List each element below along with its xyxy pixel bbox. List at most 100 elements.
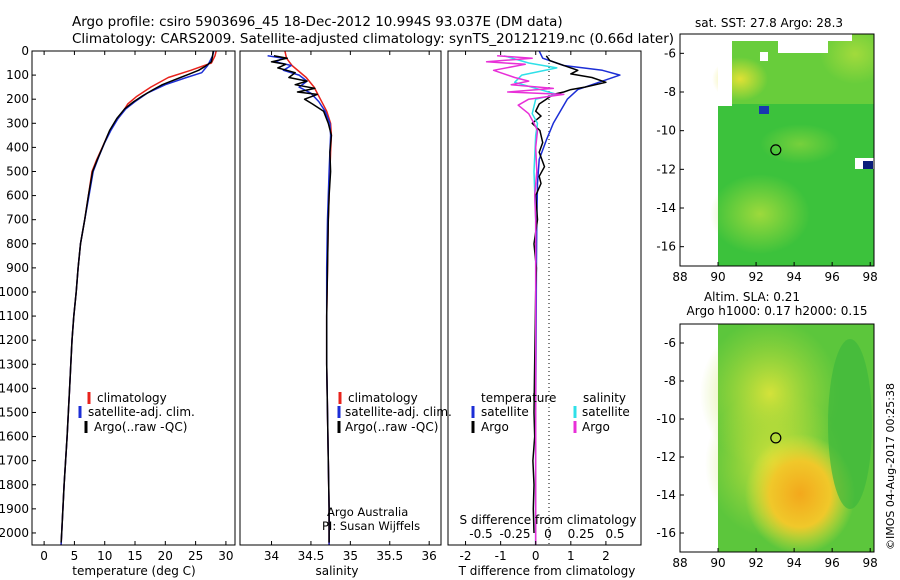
y-tick-label: 1200 (0, 333, 29, 347)
difference-xlabel: T difference from climatology (458, 564, 636, 578)
legend-argo-label: Argo(..raw -QC) (345, 420, 438, 434)
salinity-xlabel: salinity (315, 564, 358, 578)
s-tick-label: -0.25 (499, 527, 530, 541)
legend-salinity-title: salinity (583, 391, 626, 405)
x-tick-label: 0 (40, 549, 48, 563)
series-satellite (60, 51, 215, 545)
x-tick-label: 2 (602, 549, 610, 563)
sst-cold-pixel (863, 161, 873, 169)
x-tick-label: 5 (71, 549, 79, 563)
sst-patch (710, 174, 810, 254)
s-tick-label: 0 (544, 527, 552, 541)
salinity-plot-area (267, 51, 333, 545)
series-s-argo (485, 55, 565, 545)
x-tick-label: 0 (532, 549, 540, 563)
sst-map-frame (679, 33, 875, 267)
x-tick-label: 34.5 (298, 549, 325, 563)
sla-high-patch (745, 434, 855, 552)
s-tick-label: -0.5 (469, 527, 492, 541)
y-tick-label: -14 (656, 488, 676, 502)
y-tick-label: -6 (664, 336, 676, 350)
sst-map-area (710, 34, 874, 266)
legend-s-satellite-label: satellite (582, 405, 630, 419)
x-tick-label: 92 (748, 270, 763, 284)
y-tick-label: 500 (6, 164, 29, 178)
difference-top-ticks: -0.5 -0.25 0 0.25 0.5 (469, 527, 624, 541)
salinity-frame (239, 50, 442, 546)
header-line2: Climatology: CARS2009. Satellite-adjuste… (72, 31, 674, 47)
y-tick-label: 1400 (0, 381, 29, 395)
x-tick-label: 90 (710, 556, 725, 570)
temperature-panel: 0100200300400500600700800900100011001200… (0, 44, 236, 578)
sst-map-xticks: 88 90 92 94 96 98 (672, 262, 878, 284)
sla-map-area (700, 324, 874, 552)
y-tick-label: 200 (6, 92, 29, 106)
x-tick-label: 96 (825, 270, 840, 284)
x-tick-label: -1 (495, 549, 507, 563)
y-tick-label: 300 (6, 116, 29, 130)
y-tick-label: -12 (656, 162, 676, 176)
y-tick-label: 0 (21, 44, 29, 58)
x-tick-label: 90 (710, 270, 725, 284)
x-tick-label: 34 (264, 549, 279, 563)
difference-frame (447, 50, 642, 546)
x-tick-label: 98 (863, 270, 878, 284)
legend-climatology-label: climatology (97, 391, 167, 405)
sla-map-title2: Argo h1000: 0.17 h2000: 0.15 (687, 304, 868, 318)
y-tick-label: 600 (6, 189, 29, 203)
series-climatology (60, 51, 217, 545)
institution-label: Argo Australia (327, 505, 408, 519)
x-tick-label: -2 (460, 549, 472, 563)
sst-patch (820, 34, 874, 84)
temperature-xticks: 0 5 10 15 20 25 30 (40, 51, 234, 563)
y-tick-label: 1600 (0, 430, 29, 444)
x-tick-label: 35.5 (376, 549, 403, 563)
salinity-xticks: 34 34.5 35 35.5 36 (264, 51, 437, 563)
x-tick-label: 94 (786, 556, 801, 570)
x-tick-label: 88 (672, 556, 687, 570)
y-tick-label: 1300 (0, 357, 29, 371)
y-tick-label: -6 (664, 46, 676, 60)
y-tick-label: -10 (656, 412, 676, 426)
series-t-argo (531, 55, 607, 534)
y-tick-label: 400 (6, 140, 29, 154)
x-tick-label: 94 (786, 270, 801, 284)
x-tick-label: 1 (567, 549, 575, 563)
y-tick-label: 900 (6, 261, 29, 275)
legend-s-argo-label: Argo (582, 420, 610, 434)
sst-patch (760, 124, 840, 164)
series-argo (60, 51, 214, 543)
sst-missing (778, 41, 828, 53)
y-tick-label: -8 (664, 85, 676, 99)
series-argo (270, 55, 333, 543)
sla-map-xticks: 88 90 92 94 96 98 (672, 548, 878, 570)
temperature-frame (31, 50, 236, 546)
sla-map-panel: Altim. SLA: 0.21 Argo h1000: 0.17 h2000:… (656, 290, 877, 570)
y-tick-label: 1800 (0, 478, 29, 492)
difference-panel: -2 -1 0 1 2 -0.5 -0.25 0 0.25 0.5 S differen… (447, 50, 642, 578)
legend-t-satellite-label: satellite (481, 405, 529, 419)
y-tick-label: 1000 (0, 285, 29, 299)
x-tick-label: 25 (188, 549, 203, 563)
difference-legend: temperature salinity satellite Argo sate… (471, 391, 630, 434)
series-t-satellite (534, 51, 621, 545)
x-tick-label: 35 (343, 549, 358, 563)
sst-missing (760, 52, 768, 61)
y-tick-label: 700 (6, 213, 29, 227)
y-tick-label: -16 (656, 240, 676, 254)
sst-map-title: sat. SST: 27.8 Argo: 28.3 (695, 16, 843, 30)
s-tick-label: 0.25 (568, 527, 595, 541)
y-tick-label: -14 (656, 201, 676, 215)
y-tick-label: 100 (6, 68, 29, 82)
temperature-yticks: 0 100 200 300 400 500 600 700 800 900 1000 1100 1200… (0, 44, 36, 540)
difference-xlabel-top: S difference from climatology (460, 513, 637, 527)
header-line1: Argo profile: csiro 5903696_45 18-Dec-20… (72, 14, 563, 30)
x-tick-label: 10 (97, 549, 112, 563)
legend-argo-label: Argo(..raw -QC) (94, 420, 187, 434)
y-tick-label: 1900 (0, 502, 29, 516)
sst-missing (732, 34, 852, 41)
legend-temperature-title: temperature (481, 391, 556, 405)
x-tick-label: 30 (218, 549, 233, 563)
x-tick-label: 36 (422, 549, 437, 563)
